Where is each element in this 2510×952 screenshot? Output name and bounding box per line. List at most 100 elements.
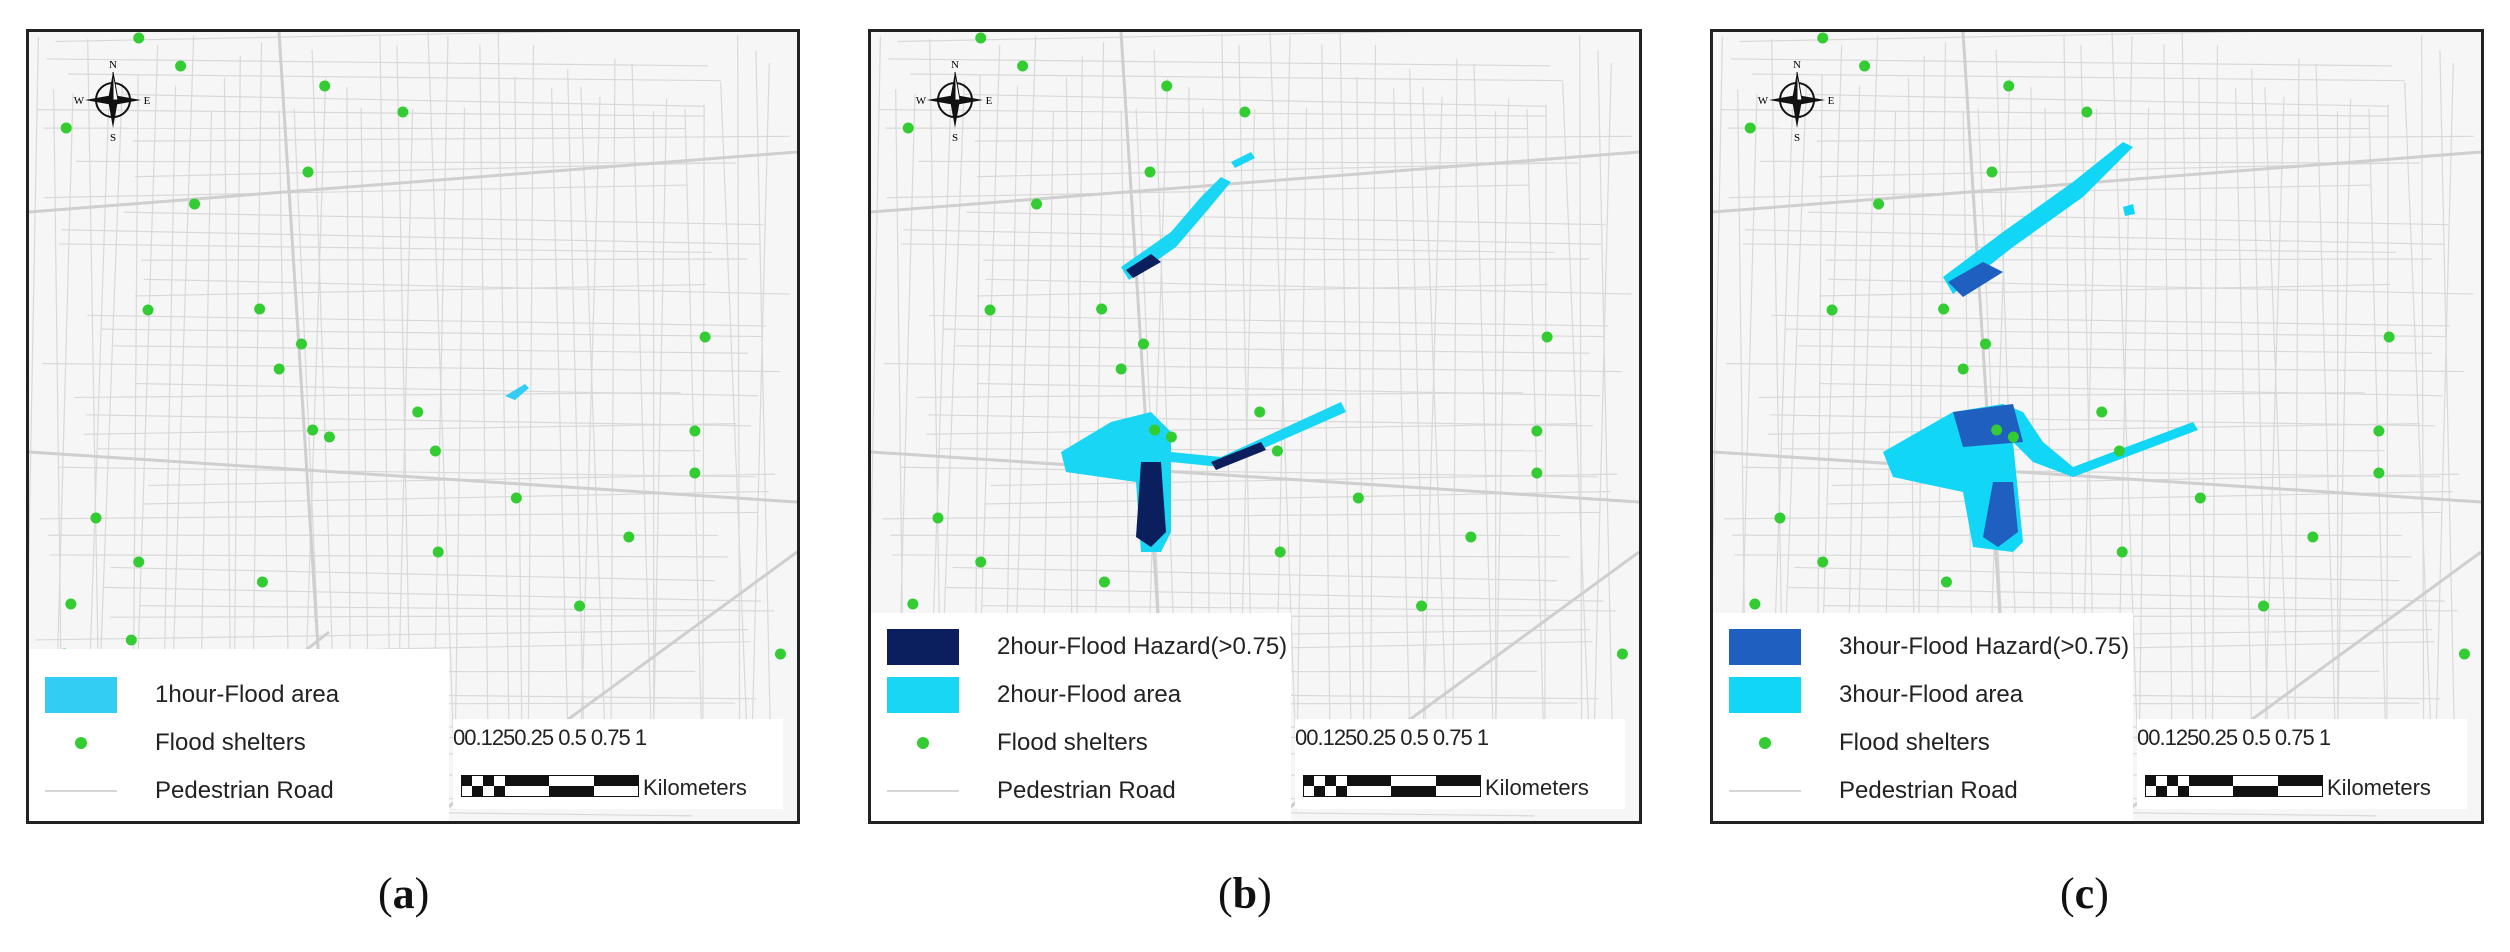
road-segment — [929, 314, 1609, 327]
road-segment — [2386, 104, 2389, 764]
road-segment — [74, 392, 681, 399]
road-segment — [54, 93, 74, 733]
road-segment — [884, 362, 1623, 373]
road-segment — [2315, 63, 2336, 740]
legend-line-icon — [887, 790, 959, 792]
road-segment — [720, 82, 751, 801]
hazard-patch — [1953, 404, 2023, 447]
road-segment — [1720, 108, 2389, 117]
scale-bar: 00.1250.25 0.5 0.75 1 Kilometers — [1295, 719, 1625, 809]
legend-item-flood-hazard: 2hour-Flood Hazard(>0.75) — [871, 623, 1291, 671]
road-segment — [251, 42, 263, 765]
shelter-marker — [984, 304, 996, 316]
road-segment — [952, 566, 1557, 582]
road-segment — [29, 36, 39, 578]
road-segment — [61, 229, 760, 245]
road-segment — [379, 34, 392, 742]
shelter-marker — [1957, 363, 1969, 375]
shelter-marker — [774, 648, 786, 660]
scale-bar: 00.1250.25 0.5 0.75 1 Kilometers — [2137, 719, 2467, 809]
scale-bar-graphic — [1303, 775, 1481, 797]
compass-e: E — [986, 95, 993, 107]
shelter-marker — [189, 198, 201, 210]
scale-unit: Kilometers — [643, 775, 747, 800]
road-segment — [943, 328, 1606, 338]
road-segment — [1742, 466, 2441, 478]
road-segment — [1818, 382, 2443, 397]
road-segment — [1494, 98, 1510, 738]
major-road — [871, 150, 1639, 214]
compass-s: S — [952, 132, 958, 142]
road-segment — [103, 586, 762, 602]
legend-line-icon — [45, 790, 117, 792]
shelter-marker — [2007, 431, 2019, 443]
road-segment — [900, 466, 1599, 478]
road-segment — [141, 258, 748, 261]
shelter-marker — [2373, 467, 2385, 479]
shelter-marker — [1826, 304, 1838, 316]
road-segment — [58, 243, 713, 254]
legend-dot-icon — [45, 737, 117, 749]
road-segment — [1797, 345, 2432, 354]
road-segment — [2263, 96, 2285, 781]
shelter-marker — [256, 576, 268, 588]
road-segment — [497, 32, 511, 803]
road-segment — [223, 77, 232, 751]
caption-letter: b — [1232, 869, 1258, 918]
shelter-marker — [1271, 445, 1283, 457]
shelter-marker — [689, 425, 701, 437]
shelter-marker — [1859, 60, 1871, 72]
compass-n: N — [1793, 59, 1801, 71]
map-panel-a: N S E W 1hour-Flood area Flood shelters … — [26, 29, 800, 824]
shelter-marker — [1161, 80, 1173, 92]
shelter-marker — [133, 556, 145, 568]
road-segment — [974, 135, 1632, 142]
road-segment — [2251, 69, 2269, 736]
shelter-marker — [2258, 600, 2270, 612]
road-segment — [985, 278, 1632, 295]
caption-a: (a) — [378, 869, 430, 918]
road-segment — [1816, 135, 2474, 142]
road-segment — [965, 93, 1547, 107]
shelter-marker — [175, 60, 187, 72]
shelter-marker — [932, 512, 944, 524]
legend-label: Flood shelters — [997, 729, 1148, 756]
legend-dot-icon — [887, 737, 959, 749]
road-segment — [1745, 229, 2444, 245]
hazard-patch — [1211, 442, 1266, 470]
shelter-marker — [432, 546, 444, 558]
legend-label: 3hour-Flood Hazard(>0.75) — [1839, 633, 2130, 660]
road-segment — [1781, 448, 2385, 452]
shelter-marker — [2194, 492, 2206, 504]
road-segment — [278, 110, 290, 734]
road-segment — [135, 283, 706, 297]
legend-label: Flood shelters — [155, 729, 306, 756]
shelter-marker — [1817, 32, 1829, 44]
road-segment — [110, 566, 715, 582]
caption-b: (b) — [1218, 869, 1272, 918]
road-segment — [1592, 63, 1612, 763]
shelter-marker — [1144, 166, 1156, 178]
road-segment — [1767, 423, 2421, 435]
legend-dot-icon — [1729, 737, 1801, 749]
road-segment — [871, 36, 881, 578]
shelter-marker — [2116, 546, 2128, 558]
shelter-marker — [1465, 531, 1477, 543]
road-segment — [123, 93, 705, 107]
road-segment — [2198, 76, 2207, 770]
shelter-marker — [90, 512, 102, 524]
road-segment — [1392, 88, 1412, 758]
road-segment — [1269, 32, 1299, 796]
road-segment — [903, 229, 1602, 245]
road-segment — [453, 107, 466, 811]
legend-item-road: Pedestrian Road — [1713, 767, 2133, 815]
legend-label: Flood shelters — [1839, 729, 1990, 756]
flood-patch — [1061, 402, 1346, 552]
shelter-marker — [574, 600, 586, 612]
compass-w: W — [1758, 95, 1769, 107]
road-segment — [925, 423, 1579, 435]
legend-item-shelters: Flood shelters — [1713, 719, 2133, 767]
legend-item-flood-area: 3hour-Flood area — [1713, 671, 2133, 719]
road-segment — [36, 108, 705, 117]
caption-letter: a — [392, 869, 415, 918]
